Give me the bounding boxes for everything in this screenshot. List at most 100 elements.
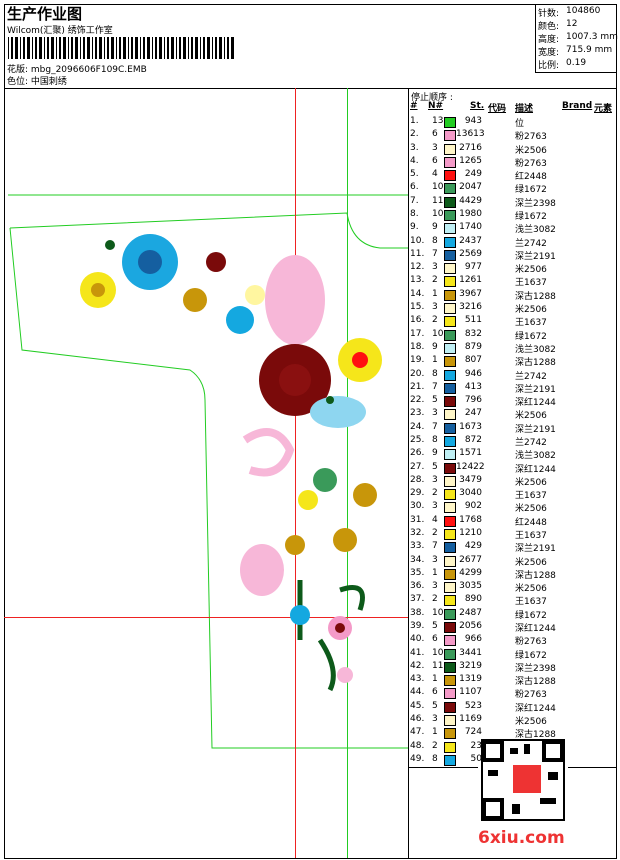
- description: 深兰2398: [515, 663, 556, 674]
- row-number: 35.: [410, 567, 425, 578]
- stitches: 4299: [459, 567, 482, 578]
- stitches: 1210: [459, 527, 482, 538]
- bar: [80, 37, 81, 59]
- column-header: 元素: [594, 104, 613, 114]
- row-number: 37.: [410, 594, 425, 605]
- needle: 7: [432, 541, 438, 552]
- stitches: 796: [464, 395, 482, 406]
- bar: [83, 37, 85, 59]
- stitches: 3219: [459, 660, 482, 671]
- stat-label: 高度:: [538, 35, 560, 45]
- color-swatch: [444, 316, 456, 328]
- needle: 9: [432, 222, 438, 233]
- description: 王1637: [515, 278, 547, 289]
- bar: [27, 37, 30, 59]
- bar: [176, 37, 177, 59]
- row-number: 13.: [410, 275, 425, 286]
- needle: 8: [432, 753, 438, 764]
- bar: [123, 37, 126, 59]
- color-swatch: [444, 754, 456, 766]
- row-number: 20.: [410, 368, 425, 379]
- bar: [212, 37, 213, 59]
- stat-label: 颜色:: [538, 22, 560, 32]
- needle: 8: [432, 235, 438, 246]
- color-swatch: [444, 143, 456, 155]
- column-header: St.: [470, 101, 485, 111]
- description: 深兰2191: [515, 544, 556, 555]
- needle: 7: [432, 381, 438, 392]
- needle: 3: [432, 501, 438, 512]
- bar: [95, 37, 97, 59]
- description: 粉2763: [515, 690, 547, 701]
- stitches: 4429: [459, 195, 482, 206]
- description: 深兰2191: [515, 384, 556, 395]
- needle: 10: [432, 328, 444, 339]
- stitches: 943: [464, 116, 482, 126]
- company: Wilcom(汇聚) 绣饰工作室: [7, 26, 113, 36]
- stitches: 1980: [459, 209, 482, 220]
- bar: [8, 37, 9, 59]
- stitches: 832: [464, 328, 482, 339]
- bar: [171, 37, 174, 59]
- color-swatch: [444, 608, 456, 620]
- row-number: 30.: [410, 501, 425, 512]
- row-number: 14.: [410, 288, 425, 299]
- description: 王1637: [515, 318, 547, 329]
- bar: [71, 37, 73, 59]
- bar: [227, 37, 229, 59]
- needle: 13: [432, 116, 444, 126]
- color-swatch: [444, 568, 456, 580]
- stitches: 2487: [459, 607, 482, 618]
- bar: [147, 37, 150, 59]
- color-swatch: [444, 542, 456, 554]
- stitches: 1261: [459, 275, 482, 286]
- row-number: 46.: [410, 714, 425, 725]
- color-swatch: [444, 409, 456, 421]
- needle: 8: [432, 434, 438, 445]
- table-caption: 停止顺序 :: [411, 93, 453, 103]
- row-number: 31.: [410, 514, 425, 525]
- color-swatch: [444, 422, 456, 434]
- stitches: 413: [464, 381, 482, 392]
- stitches: 249: [464, 169, 482, 180]
- bar: [104, 37, 105, 59]
- bar: [47, 37, 49, 59]
- bar: [128, 37, 129, 59]
- bar: [207, 37, 210, 59]
- stitches: 724: [464, 727, 482, 738]
- stitches: 977: [464, 262, 482, 273]
- bar: [140, 37, 141, 59]
- stitches: 3441: [459, 647, 482, 658]
- watermark: 6xiu.com: [478, 828, 565, 848]
- column-header: 描述: [515, 104, 534, 114]
- bar: [59, 37, 61, 59]
- stat-value: 0.19: [566, 58, 587, 68]
- bar: [51, 37, 54, 59]
- color-swatch: [444, 183, 456, 195]
- bar: [56, 37, 57, 59]
- description: 深古1288: [515, 358, 556, 369]
- bar: [203, 37, 205, 59]
- stitches: 2677: [459, 554, 482, 565]
- bar: [92, 37, 93, 59]
- color-swatch: [444, 170, 456, 182]
- description: 王1637: [515, 491, 547, 502]
- row-number: 23.: [410, 408, 425, 419]
- bar: [32, 37, 33, 59]
- stitches: 890: [464, 594, 482, 605]
- color-swatch: [444, 462, 456, 474]
- stitches: 946: [464, 368, 482, 379]
- description: 深古1288: [515, 677, 556, 688]
- border: [4, 4, 617, 859]
- color-swatch: [444, 515, 456, 527]
- row-number: 22.: [410, 395, 425, 406]
- color-swatch: [444, 356, 456, 368]
- stitches: 1319: [459, 674, 482, 685]
- row-number: 18.: [410, 341, 425, 352]
- needle: 9: [432, 341, 438, 352]
- bar: [111, 37, 114, 59]
- row-number: 49.: [410, 753, 425, 764]
- stat-label: 针数:: [538, 9, 560, 19]
- stitches: 2056: [459, 621, 482, 632]
